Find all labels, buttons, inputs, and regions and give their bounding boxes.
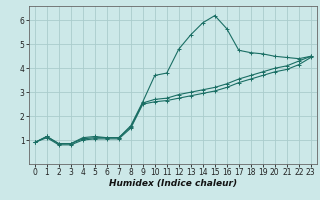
X-axis label: Humidex (Indice chaleur): Humidex (Indice chaleur) (109, 179, 237, 188)
